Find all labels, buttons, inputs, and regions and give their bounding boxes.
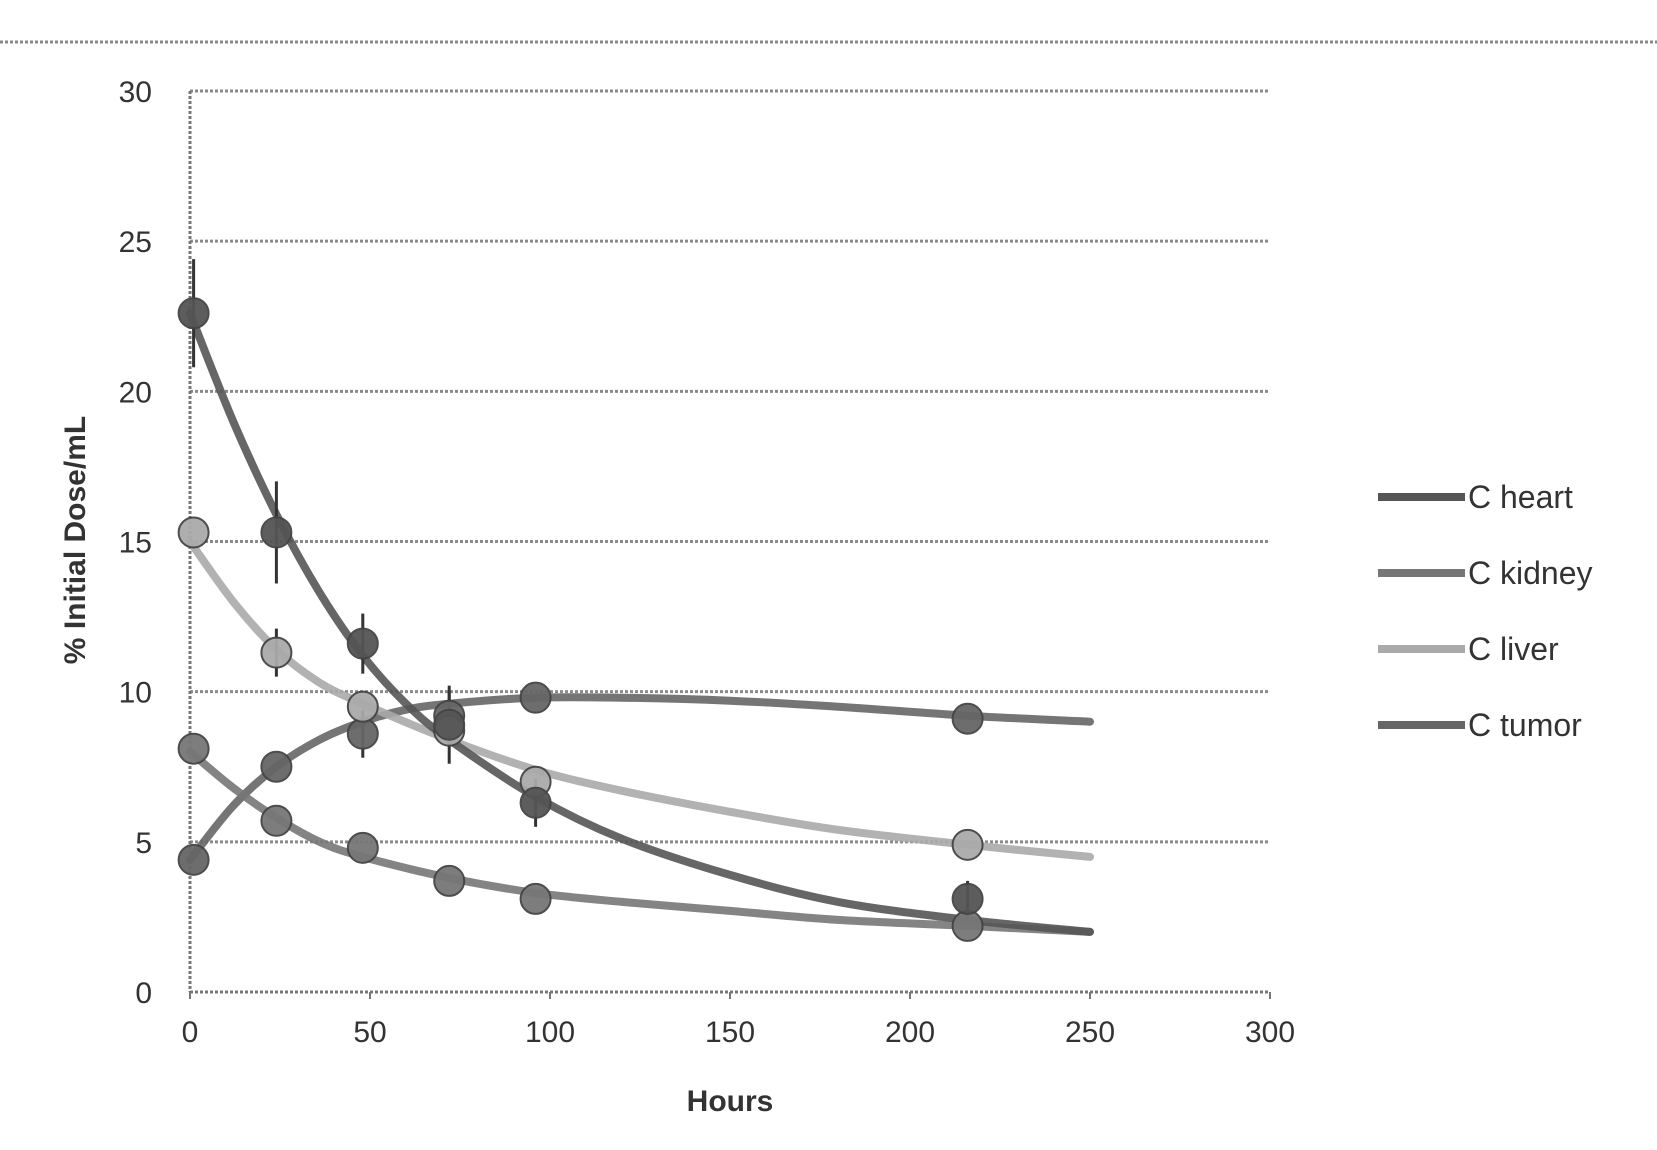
x-tick-label: 100 bbox=[525, 1016, 575, 1049]
data-point-c-heart bbox=[348, 629, 378, 659]
legend-label: C liver bbox=[1468, 631, 1559, 667]
legend: C heart C kidney C liver C tumor bbox=[1378, 479, 1593, 743]
legend-label: C heart bbox=[1468, 479, 1573, 515]
data-point-c-kidney bbox=[348, 833, 378, 863]
y-tick-label: 30 bbox=[119, 76, 152, 109]
y-tick-label: 25 bbox=[119, 226, 152, 259]
data-point-c-tumor bbox=[953, 704, 983, 734]
data-point-c-kidney bbox=[521, 884, 551, 914]
data-point-c-heart bbox=[953, 884, 983, 914]
x-tick-label: 150 bbox=[705, 1016, 755, 1049]
data-point-c-heart bbox=[521, 788, 551, 818]
x-tick-label: 300 bbox=[1245, 1016, 1295, 1049]
data-point-c-kidney bbox=[953, 911, 983, 941]
data-point-c-kidney bbox=[179, 734, 209, 764]
axes bbox=[190, 91, 1270, 999]
x-tick-label: 200 bbox=[885, 1016, 935, 1049]
legend-label: C tumor bbox=[1468, 707, 1582, 743]
x-tick-label: 50 bbox=[353, 1016, 386, 1049]
data-point-c-heart bbox=[261, 517, 291, 547]
data-point-c-heart bbox=[434, 710, 464, 740]
data-point-c-tumor bbox=[261, 752, 291, 782]
y-tick-label: 5 bbox=[135, 827, 152, 860]
tick-labels: 051015202530050100150200250300 bbox=[119, 76, 1295, 1049]
legend-label: C kidney bbox=[1468, 555, 1593, 591]
x-tick-label: 250 bbox=[1065, 1016, 1115, 1049]
data-point-c-tumor bbox=[179, 845, 209, 875]
data-point-c-tumor bbox=[521, 683, 551, 713]
y-axis-title: % Initial Dose/mL bbox=[59, 416, 92, 664]
y-tick-label: 10 bbox=[119, 677, 152, 710]
y-tick-label: 15 bbox=[119, 527, 152, 560]
data-point-c-kidney bbox=[434, 866, 464, 896]
data-point-c-heart bbox=[179, 298, 209, 328]
x-tick-label: 0 bbox=[182, 1016, 199, 1049]
data-point-c-liver bbox=[179, 517, 209, 547]
data-point-c-liver bbox=[953, 830, 983, 860]
data-point-c-tumor bbox=[348, 719, 378, 749]
x-axis-title: Hours bbox=[687, 1085, 774, 1118]
data-points bbox=[179, 298, 983, 941]
data-point-c-liver bbox=[348, 692, 378, 722]
data-point-c-liver bbox=[261, 638, 291, 668]
y-tick-label: 20 bbox=[119, 376, 152, 409]
data-point-c-kidney bbox=[261, 806, 291, 836]
y-tick-label: 0 bbox=[135, 977, 152, 1010]
